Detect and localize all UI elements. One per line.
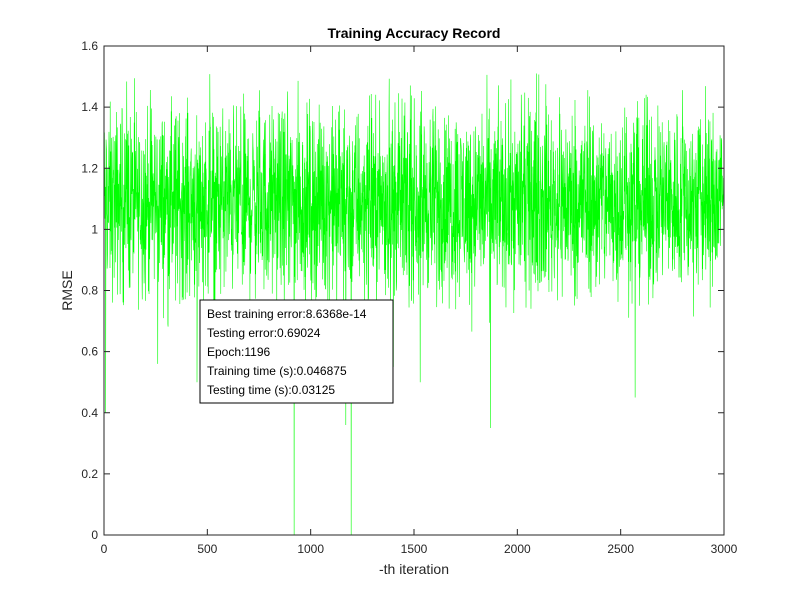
y-tick-label: 0 [91, 528, 98, 542]
x-tick-label: 2000 [504, 542, 531, 556]
annotation-line: Training time (s):0.046875 [207, 364, 347, 378]
x-tick-label: 3000 [711, 542, 738, 556]
annotation-box: Best training error:8.6368e-14 Testing er… [199, 299, 394, 404]
y-tick-label: 0.4 [81, 406, 98, 420]
x-tick-label: 2500 [607, 542, 634, 556]
y-tick-label: 1.4 [81, 100, 98, 114]
y-tick-label: 1.2 [81, 161, 98, 175]
y-tick-label: 0.2 [81, 467, 98, 481]
x-tick-label: 0 [101, 542, 108, 556]
annotation-border [199, 299, 394, 404]
y-axis-label: RMSE [59, 270, 75, 310]
x-tick-label: 1500 [401, 542, 428, 556]
y-tick-label: 1 [91, 222, 98, 236]
series-line-rmse [103, 73, 725, 536]
chart-title: Training Accuracy Record [328, 25, 501, 41]
annotation-line: Epoch:1196 [207, 345, 270, 359]
y-tick-label: 1.6 [81, 39, 98, 53]
annotation-line: Best training error:8.6368e-14 [207, 307, 367, 321]
annotation-line: Testing error:0.69024 [207, 326, 321, 340]
y-axis-ticks: 0 0.2 0.4 0.6 0.8 1 1.2 1.4 1.6 [81, 39, 724, 542]
plot-area [103, 45, 725, 536]
y-tick-label: 0.8 [81, 284, 98, 298]
x-axis-ticks: 0 500 1000 1500 2000 2500 3000 [101, 46, 738, 556]
x-tick-label: 1000 [297, 542, 324, 556]
y-tick-label: 0.6 [81, 345, 98, 359]
x-axis-label: -th iteration [379, 561, 449, 577]
x-tick-label: 500 [197, 542, 217, 556]
annotation-line: Testing time (s):0.03125 [207, 383, 335, 397]
